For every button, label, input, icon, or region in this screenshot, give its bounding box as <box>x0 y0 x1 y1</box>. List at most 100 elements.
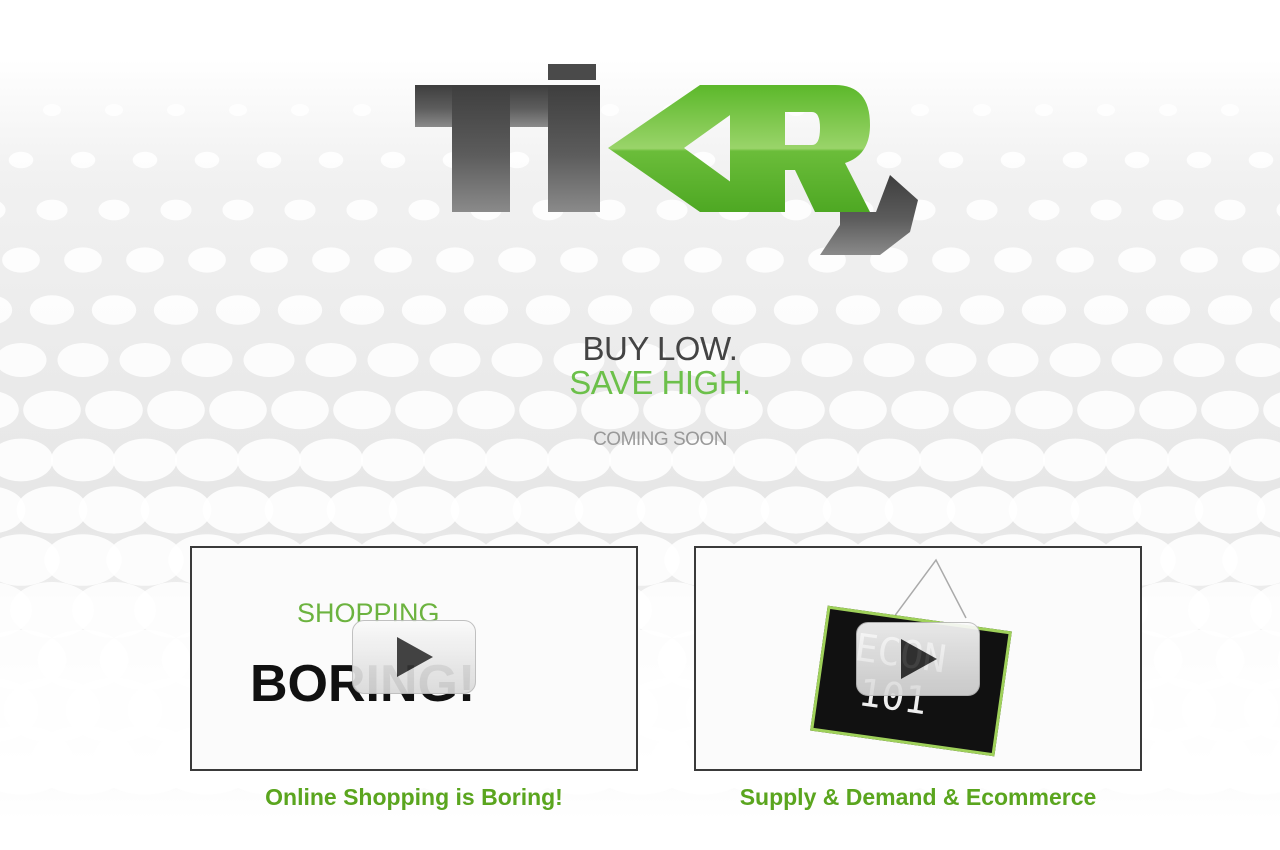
bg-dot <box>643 390 701 430</box>
bg-dot <box>739 343 791 377</box>
bg-dot <box>698 486 770 534</box>
bg-dot <box>99 629 191 691</box>
bg-dot <box>50 438 116 482</box>
bg-dot <box>222 199 254 221</box>
bg-dot <box>897 295 943 325</box>
bg-dot <box>1152 199 1184 221</box>
bg-dot <box>767 390 825 430</box>
bg-dot <box>801 343 853 377</box>
bg-dot <box>271 390 329 430</box>
bg-dot <box>91 295 137 325</box>
bg-dot <box>181 343 233 377</box>
bg-dot <box>560 247 598 273</box>
bg-dot <box>147 390 205 430</box>
bg-dot <box>250 247 288 273</box>
bg-dot <box>291 104 309 116</box>
bg-dot <box>876 151 902 169</box>
bg-dot <box>863 343 915 377</box>
bg-dot <box>0 391 19 429</box>
bg-dot <box>408 199 440 221</box>
bg-dot <box>822 486 894 534</box>
bg-dot <box>0 202 6 218</box>
bg-dot <box>457 390 515 430</box>
video-caption[interactable]: Online Shopping is Boring! <box>265 784 563 810</box>
bg-dot <box>1166 438 1232 482</box>
bg-dot <box>918 438 984 482</box>
bg-dot <box>422 438 488 482</box>
bg-dot <box>835 295 881 325</box>
bg-dot <box>64 247 102 273</box>
video-thumbnail[interactable]: ECON 101 <box>694 546 1142 771</box>
bg-dot <box>608 438 674 482</box>
bg-dot <box>1124 151 1150 169</box>
bg-dot <box>1042 438 1108 482</box>
bg-dot <box>512 486 584 534</box>
bg-dot <box>1256 487 1280 533</box>
bg-dot <box>1111 343 1163 377</box>
bg-dot <box>594 199 626 221</box>
tagline-line2: SAVE HIGH. <box>569 364 751 401</box>
bg-dot <box>202 486 274 534</box>
bg-dot <box>8 151 34 169</box>
bg-dot <box>401 295 447 325</box>
video-thumbnail[interactable]: SHOPPING BORING! <box>190 546 638 771</box>
bg-dot <box>305 343 357 377</box>
bg-dot <box>553 343 605 377</box>
bg-dot <box>333 390 391 430</box>
bg-dot <box>236 438 302 482</box>
bg-dot <box>1062 151 1088 169</box>
bg-dot <box>429 343 481 377</box>
bg-dot <box>656 199 688 221</box>
bg-dot <box>318 151 344 169</box>
video-caption[interactable]: Supply & Demand & Ecommerce <box>739 784 1097 810</box>
bg-dot <box>1145 295 1191 325</box>
bg-dot <box>215 295 261 325</box>
bg-dot <box>23 390 81 430</box>
bg-dot <box>1214 199 1246 221</box>
bg-dot <box>463 295 509 325</box>
bg-dot <box>670 438 736 482</box>
bg-dot <box>1126 582 1210 638</box>
bg-dot <box>339 295 385 325</box>
bg-dot <box>1248 151 1274 169</box>
bg-dot <box>0 534 60 586</box>
bg-dot <box>932 247 970 273</box>
bg-dot <box>140 486 212 534</box>
bg-dot <box>1250 583 1280 637</box>
bg-dot <box>70 151 96 169</box>
bg-dot <box>2 247 40 273</box>
bg-dot <box>106 534 184 586</box>
bg-dot <box>1243 678 1280 742</box>
bg-dot <box>1207 295 1253 325</box>
bg-dot <box>1104 438 1170 482</box>
bg-dot <box>229 104 247 116</box>
bg-dot <box>1276 203 1280 217</box>
bg-dot <box>1118 247 1156 273</box>
bg-dot <box>630 582 714 638</box>
bg-dot <box>243 343 295 377</box>
bg-dot <box>794 438 860 482</box>
bg-dot <box>1277 650 1280 670</box>
bg-dot <box>649 295 695 325</box>
bg-dot <box>1008 486 1080 534</box>
bg-dot <box>395 390 453 430</box>
bg-dot <box>925 343 977 377</box>
bg-dot <box>160 199 192 221</box>
bg-dot <box>1263 392 1280 428</box>
bg-dot <box>264 486 336 534</box>
bg-dot <box>132 151 158 169</box>
play-button[interactable] <box>856 622 980 696</box>
bg-dot <box>1132 486 1204 534</box>
bg-dot <box>622 247 660 273</box>
bg-dot <box>732 438 798 482</box>
bg-dot <box>1271 740 1280 780</box>
bg-dot <box>705 390 763 430</box>
bg-dot <box>126 247 164 273</box>
bg-dot <box>43 104 61 116</box>
bg-dot <box>353 104 371 116</box>
play-button[interactable] <box>352 620 476 694</box>
bg-dot <box>388 486 460 534</box>
bg-dot <box>1221 104 1239 116</box>
bg-dot <box>0 296 13 324</box>
